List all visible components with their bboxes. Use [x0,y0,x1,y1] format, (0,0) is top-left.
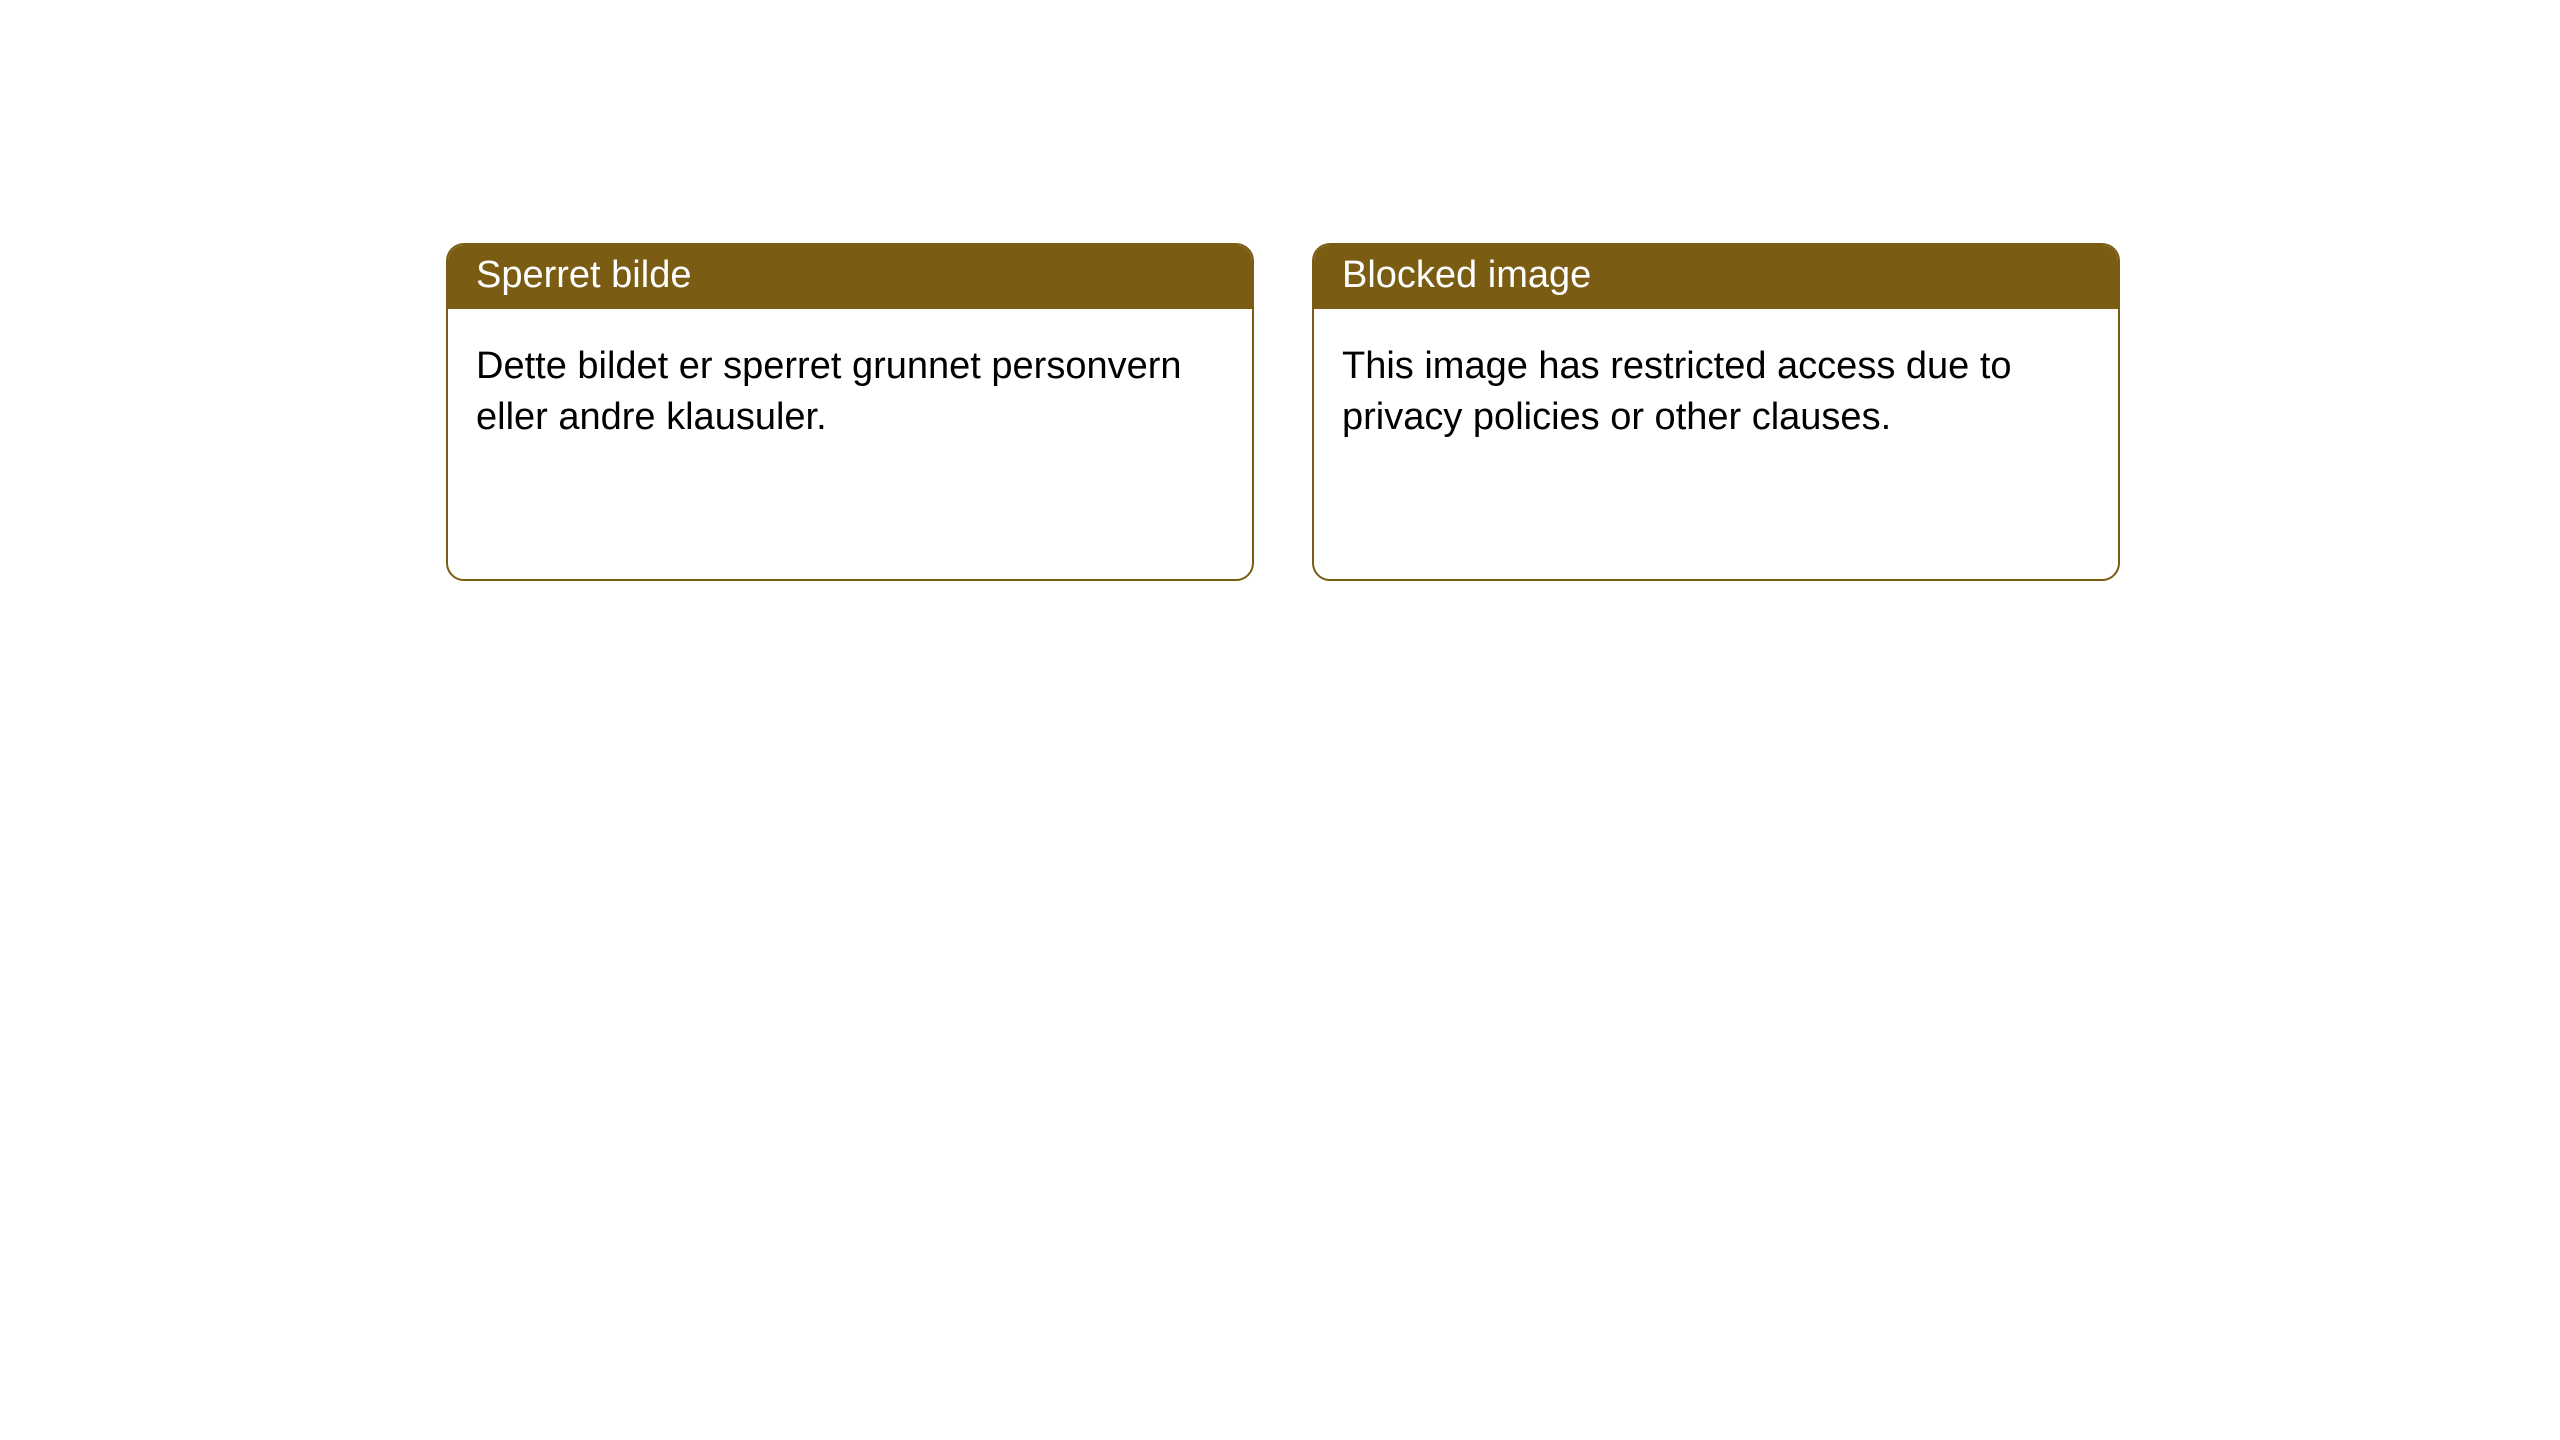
notice-title-english: Blocked image [1314,245,2118,309]
notice-title-norwegian: Sperret bilde [448,245,1252,309]
notice-message-english: This image has restricted access due to … [1314,309,2118,472]
notice-card-english: Blocked image This image has restricted … [1312,243,2120,581]
notice-card-norwegian: Sperret bilde Dette bildet er sperret gr… [446,243,1254,581]
notice-container: Sperret bilde Dette bildet er sperret gr… [0,0,2560,581]
notice-message-norwegian: Dette bildet er sperret grunnet personve… [448,309,1252,472]
